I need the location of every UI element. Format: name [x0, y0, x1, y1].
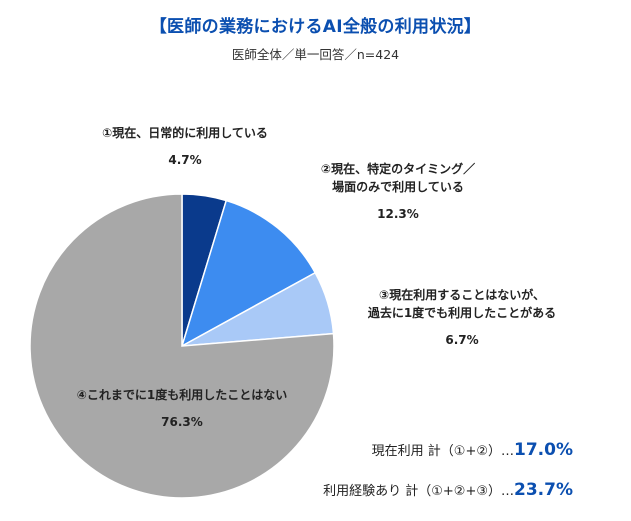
slice-label-4: ④これまでに1度も利用したことはない 76.3% [52, 386, 312, 431]
slice-3-text-line1: ③現在利用することはないが、 [379, 288, 545, 302]
slice-1-text: ①現在、日常的に利用している [102, 126, 268, 140]
slice-label-2: ②現在、特定のタイミング／ 場面のみで利用している 12.3% [298, 160, 498, 223]
slice-label-3: ③現在利用することはないが、 過去に1度でも利用したことがある 6.7% [352, 286, 572, 349]
summary-current-use-label: 現在利用 計（①+②）… [371, 444, 515, 459]
slice-4-text: ④これまでに1度も利用したことはない [76, 388, 288, 402]
pie-slice-4 [29, 193, 335, 499]
slice-label-1: ①現在、日常的に利用している 4.7% [90, 124, 280, 169]
chart-title: 【医師の業務におけるAI全般の利用状況】 [149, 17, 482, 37]
slice-4-value: 76.3% [161, 415, 203, 429]
chart-subtitle: 医師全体／単一回答／n=424 [231, 47, 400, 62]
slice-3-text-line2: 過去に1度でも利用したことがある [367, 306, 557, 320]
pie-slice-2 [180, 199, 317, 348]
slice-3-value: 6.7% [445, 333, 479, 347]
summary-current-use: 現在利用 計（①+②）…17.0% [372, 440, 573, 460]
summary-ever-used-value: 23.7% [514, 480, 573, 500]
slice-2-value: 12.3% [377, 207, 419, 221]
summary-ever-used-label: 利用経験あり 計（①+②+③）… [323, 484, 515, 499]
summary-ever-used: 利用経験あり 計（①+②+③）…23.7% [323, 480, 573, 500]
slice-2-text-line2: 場面のみで利用している [332, 180, 464, 194]
summary-current-use-value: 17.0% [514, 440, 573, 460]
slice-1-value: 4.7% [168, 153, 202, 167]
slice-2-text-line1: ②現在、特定のタイミング／ [320, 162, 476, 176]
